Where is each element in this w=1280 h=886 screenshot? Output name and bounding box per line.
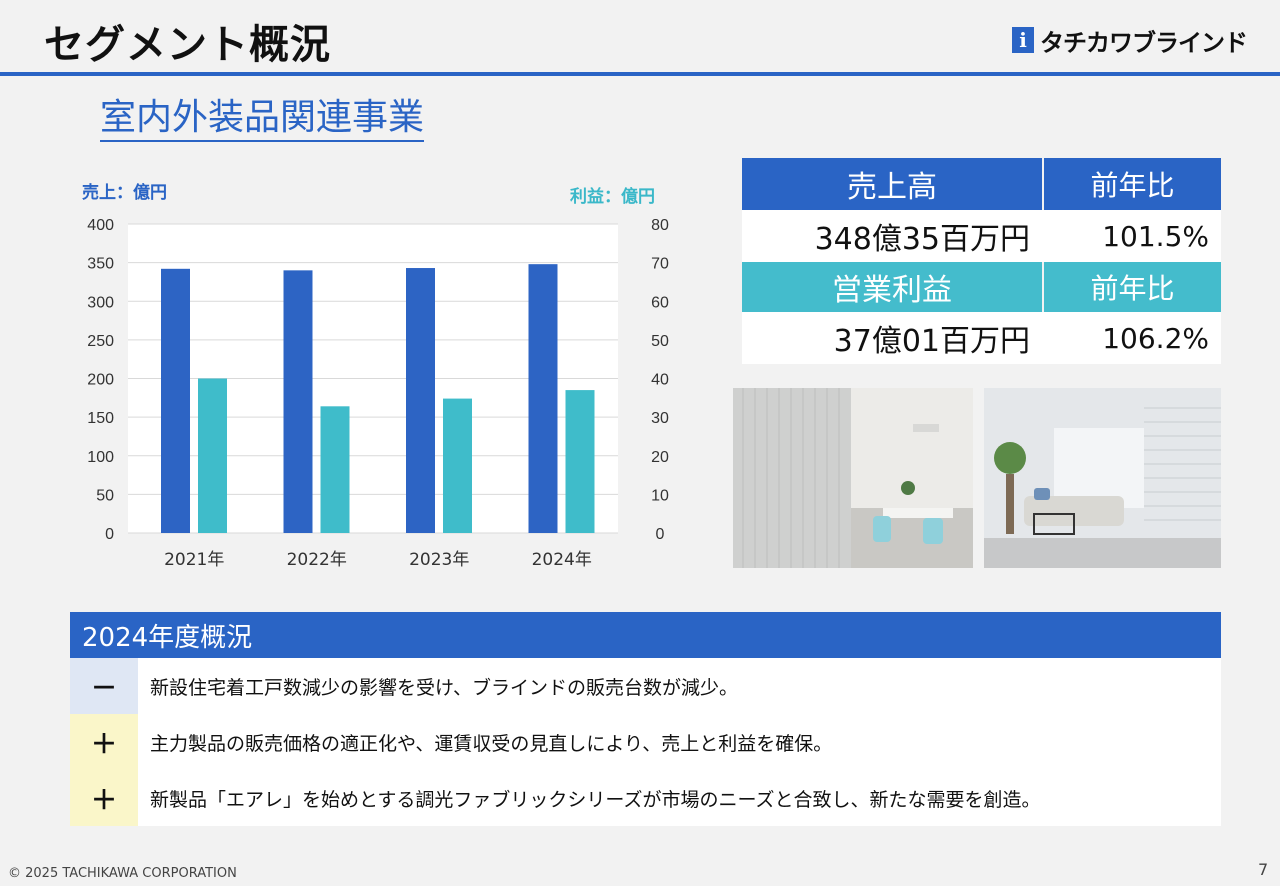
bar-profit (198, 378, 227, 533)
sales-kpi: 売上高 前年比 348億35百万円 101.5% (742, 158, 1221, 262)
office-blinds-photo (733, 388, 973, 568)
bar-sales (161, 268, 190, 533)
left-tick-label: 250 (87, 333, 114, 350)
bar-sales (283, 270, 313, 533)
sales-label: 売上高 (847, 170, 937, 205)
right-axis-label: 利益：億円 (570, 187, 655, 207)
left-tick-label: 50 (96, 487, 114, 504)
category-label: 2024年 (532, 550, 592, 570)
right-tick-label: 20 (651, 449, 669, 466)
summary-row: ＋ 主力製品の販売価格の適正化や、運賃収受の見直しにより、売上と利益を確保。 (70, 714, 1221, 770)
right-tick-label: 30 (651, 410, 669, 427)
profit-kpi: 営業利益 前年比 37億01百万円 106.2% (742, 262, 1221, 364)
summary-title: 2024年度概況 (70, 612, 1221, 658)
left-tick-label: 150 (87, 410, 114, 427)
bar-profit (320, 406, 350, 533)
left-tick-label: 300 (87, 294, 114, 311)
sales-compare-label: 前年比 (1042, 158, 1221, 210)
sales-value: 348億35百万円 (814, 222, 1030, 257)
living-room-blinds-photo (984, 388, 1221, 568)
category-label: 2021年 (164, 550, 224, 570)
section-title: 室内外装品関連事業 (100, 96, 425, 142)
bar-sales (406, 268, 435, 533)
plus-icon: ＋ (70, 714, 138, 770)
right-tick-label: 50 (651, 333, 669, 350)
category-label: 2023年 (409, 550, 469, 570)
plus-icon: ＋ (70, 770, 138, 826)
right-tick-label: 80 (651, 217, 669, 234)
right-tick-label: 0 (656, 526, 665, 543)
logo-mark-icon: i (1012, 27, 1034, 53)
left-tick-label: 200 (87, 372, 114, 389)
profit-value: 37億01百万円 (833, 324, 1030, 359)
summary-text: 新設住宅着工戸数減少の影響を受け、ブラインドの販売台数が減少。 (150, 676, 739, 699)
profit-compare-label: 前年比 (1042, 262, 1221, 312)
profit-ratio: 106.2% (1102, 321, 1209, 355)
summary-text: 新製品「エアレ」を始めとする調光ファブリックシリーズが市場のニーズと合致し、新た… (150, 788, 1041, 811)
bar-profit (565, 390, 595, 533)
right-tick-label: 70 (651, 256, 669, 273)
summary-row: ＋ 新製品「エアレ」を始めとする調光ファブリックシリーズが市場のニーズと合致し、… (70, 770, 1221, 826)
left-tick-label: 350 (87, 256, 114, 273)
minus-icon: － (70, 658, 138, 714)
bar-profit (443, 398, 472, 533)
company-logo: i タチカワブラインド (1012, 26, 1248, 57)
right-tick-label: 60 (651, 294, 669, 311)
summary-text: 主力製品の販売価格の適正化や、運賃収受の見直しにより、売上と利益を確保。 (150, 732, 833, 755)
page-title: セグメント概況 (44, 22, 331, 68)
profit-label: 営業利益 (832, 273, 952, 308)
summary-row: － 新設住宅着工戸数減少の影響を受け、ブラインドの販売台数が減少。 (70, 658, 1221, 714)
left-axis-label: 売上：億円 (82, 183, 167, 203)
category-label: 2022年 (287, 550, 347, 570)
sales-profit-chart: 売上：億円 利益：億円 400 80 350 70 300 60 250 50 200 40 150… (60, 170, 700, 590)
right-tick-label: 10 (651, 487, 669, 504)
left-tick-label: 100 (87, 449, 114, 466)
copyright: © 2025 TACHIKAWA CORPORATION (8, 866, 237, 881)
title-divider (0, 72, 1280, 76)
right-tick-label: 40 (651, 372, 669, 389)
left-tick-label: 400 (87, 217, 114, 234)
annual-summary-table: 2024年度概況 － 新設住宅着工戸数減少の影響を受け、ブラインドの販売台数が減… (70, 612, 1221, 826)
bar-sales (528, 264, 558, 533)
page-number: 7 (1258, 860, 1269, 879)
left-tick-label: 0 (105, 526, 114, 543)
sales-ratio: 101.5% (1102, 219, 1209, 253)
logo-text: タチカワブラインド (1040, 28, 1248, 57)
